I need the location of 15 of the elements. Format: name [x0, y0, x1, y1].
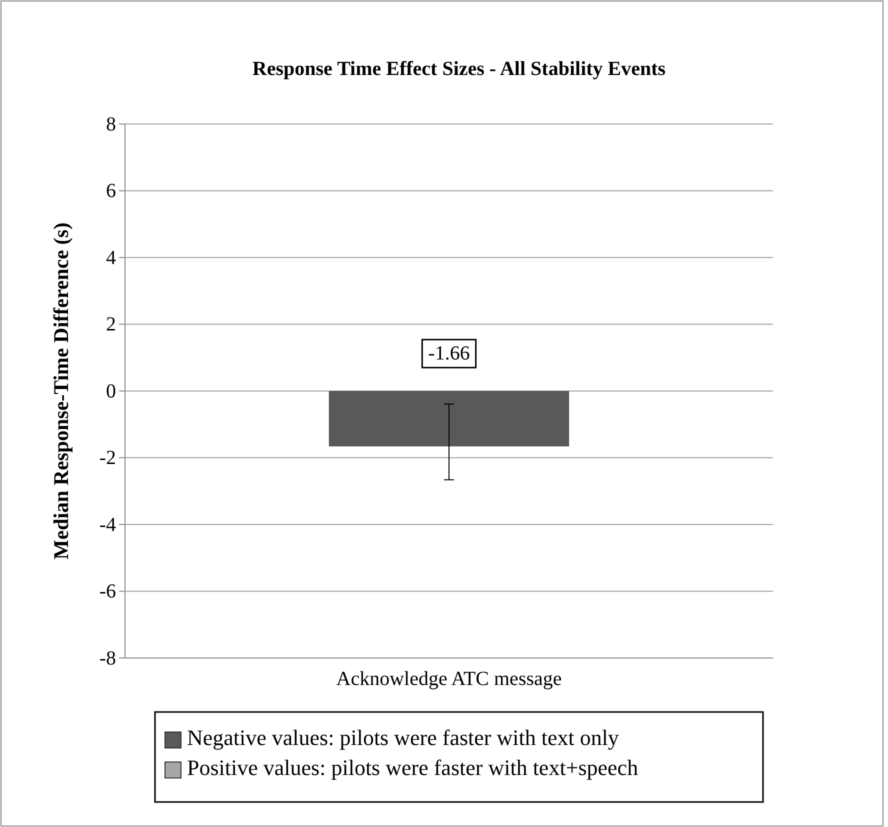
y-tick-label: -4: [99, 514, 116, 536]
y-tick-label: -2: [99, 447, 116, 470]
y-tick-label: -6: [99, 580, 116, 603]
data-label: -1.66: [428, 342, 470, 365]
chart-title: Response Time Effect Sizes - All Stability Events: [252, 58, 666, 80]
legend-label: Negative values: pilots were faster with text only: [187, 725, 619, 750]
y-axis-title: Median Response-Time Difference (s): [49, 222, 73, 560]
y-tick-label: 4: [106, 246, 116, 269]
legend-label: Positive values: pilots were faster with text+speech: [187, 755, 638, 780]
y-tick-label: 6: [106, 180, 116, 202]
x-tick-label: Acknowledge ATC message: [336, 668, 562, 690]
y-tick-label: 8: [106, 113, 116, 136]
y-tick-label: 0: [106, 380, 116, 402]
y-tick-label: -8: [99, 647, 116, 670]
y-tick-label: 2: [106, 314, 116, 336]
